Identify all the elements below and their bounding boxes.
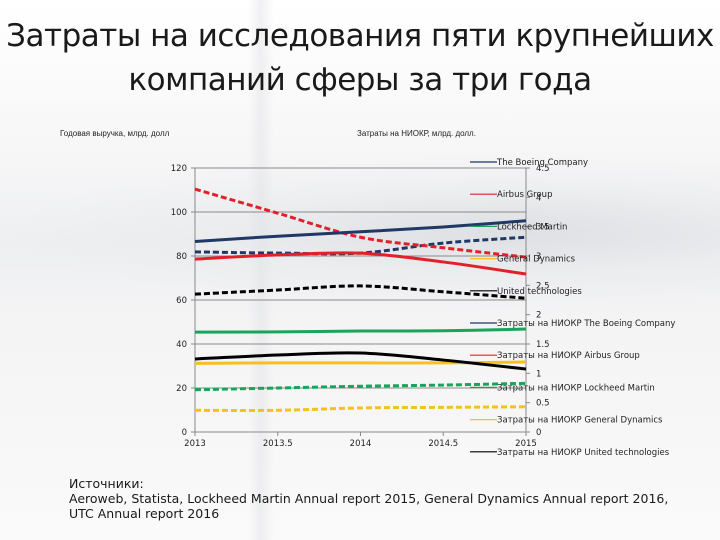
sources-text: Aeroweb, Statista, Lockheed Martin Annua… [69, 491, 669, 521]
right-axis-tick-label: 2.5 [536, 281, 550, 291]
right-axis-tick-label: 3 [536, 252, 541, 262]
series-line-затраты-на-ниокр-airbus-group [194, 187, 527, 259]
series-line-the-boeing-company [194, 219, 527, 243]
legend-label: General Dynamics [497, 255, 576, 265]
legend-label: Затраты на НИОКР Lockheed Martin [497, 383, 655, 393]
sources-block: Источники: Aeroweb, Statista, Lockheed M… [69, 476, 689, 521]
legend-label: Airbus Group [497, 190, 552, 200]
chart-legend: The Boeing Company Airbus Group Lockheed M… [470, 158, 675, 458]
slide-title-line-2: компаний сферы за три года [128, 62, 592, 98]
left-axis-tick-label: 0 [182, 428, 187, 438]
series-line-затраты-на-ниокр-united-technologies [194, 284, 527, 300]
legend-label: Затраты на НИОКР United technologies [497, 448, 670, 458]
sources-heading: Источники: [69, 476, 144, 491]
slide-title-line-1: Затраты на исследования пяти крупнейших [6, 18, 714, 54]
series-line-airbus-group [194, 251, 527, 276]
left-axis-tick-label: 80 [176, 252, 187, 262]
left-axis-tick-label: 120 [171, 164, 187, 174]
series-line-затраты-на-ниокр-general-dynamics [194, 405, 527, 412]
x-axis-tick-label: 2015 [515, 439, 537, 449]
right-axis-tick-label: 4.5 [536, 164, 550, 174]
right-axis-tick-label: 3.5 [536, 223, 550, 233]
legend-label: The Boeing Company [496, 158, 588, 168]
right-axis-tick-label: 1 [536, 369, 541, 379]
series-line-lockheed-martin [194, 327, 527, 334]
left-axis-tick-label: 20 [176, 384, 187, 394]
right-axis-tick-label: 4 [536, 193, 541, 203]
series-line-затраты-на-ниокр-lockheed-martin [194, 381, 527, 392]
right-axis-tick-label: 0 [536, 428, 541, 438]
right-axis-tick-label: 2 [536, 311, 541, 321]
legend-label: Lockheed Martin [497, 222, 567, 232]
left-axis-tick-label: 60 [176, 296, 187, 306]
legend-label: Затраты на НИОКР The Boeing Company [497, 319, 675, 329]
chart-series [194, 187, 527, 412]
slide-title: Затраты на исследования пяти крупнейших … [0, 14, 720, 102]
series-line-united-technologies [194, 351, 527, 371]
chart-axes: 0 20 40 60 80 100 120 0 0.5 1 1.5 2 2.5 3 3.5 4 4.5 2013 2… [171, 164, 550, 449]
x-axis-tick-label: 2013 [184, 439, 206, 449]
legend-label: United technologies [497, 287, 582, 297]
right-axis-tick-label: 1.5 [536, 340, 550, 350]
x-axis-tick-label: 2013.5 [263, 439, 293, 449]
right-axis-tick-label: 0.5 [536, 399, 550, 409]
legend-label: Затраты на НИОКР General Dynamics [497, 416, 663, 426]
x-axis-tick-label: 2014.5 [428, 439, 458, 449]
left-axis-tick-label: 40 [176, 340, 187, 350]
right-axis-title: Затраты на НИОКР, млрд. долл. [357, 129, 476, 138]
x-axis-tick-label: 2014 [350, 439, 372, 449]
left-axis-title: Годовая выручка, млрд. долл [60, 129, 170, 138]
legend-label: Затраты на НИОКР Airbus Group [497, 351, 640, 361]
left-axis-tick-label: 100 [171, 208, 187, 218]
